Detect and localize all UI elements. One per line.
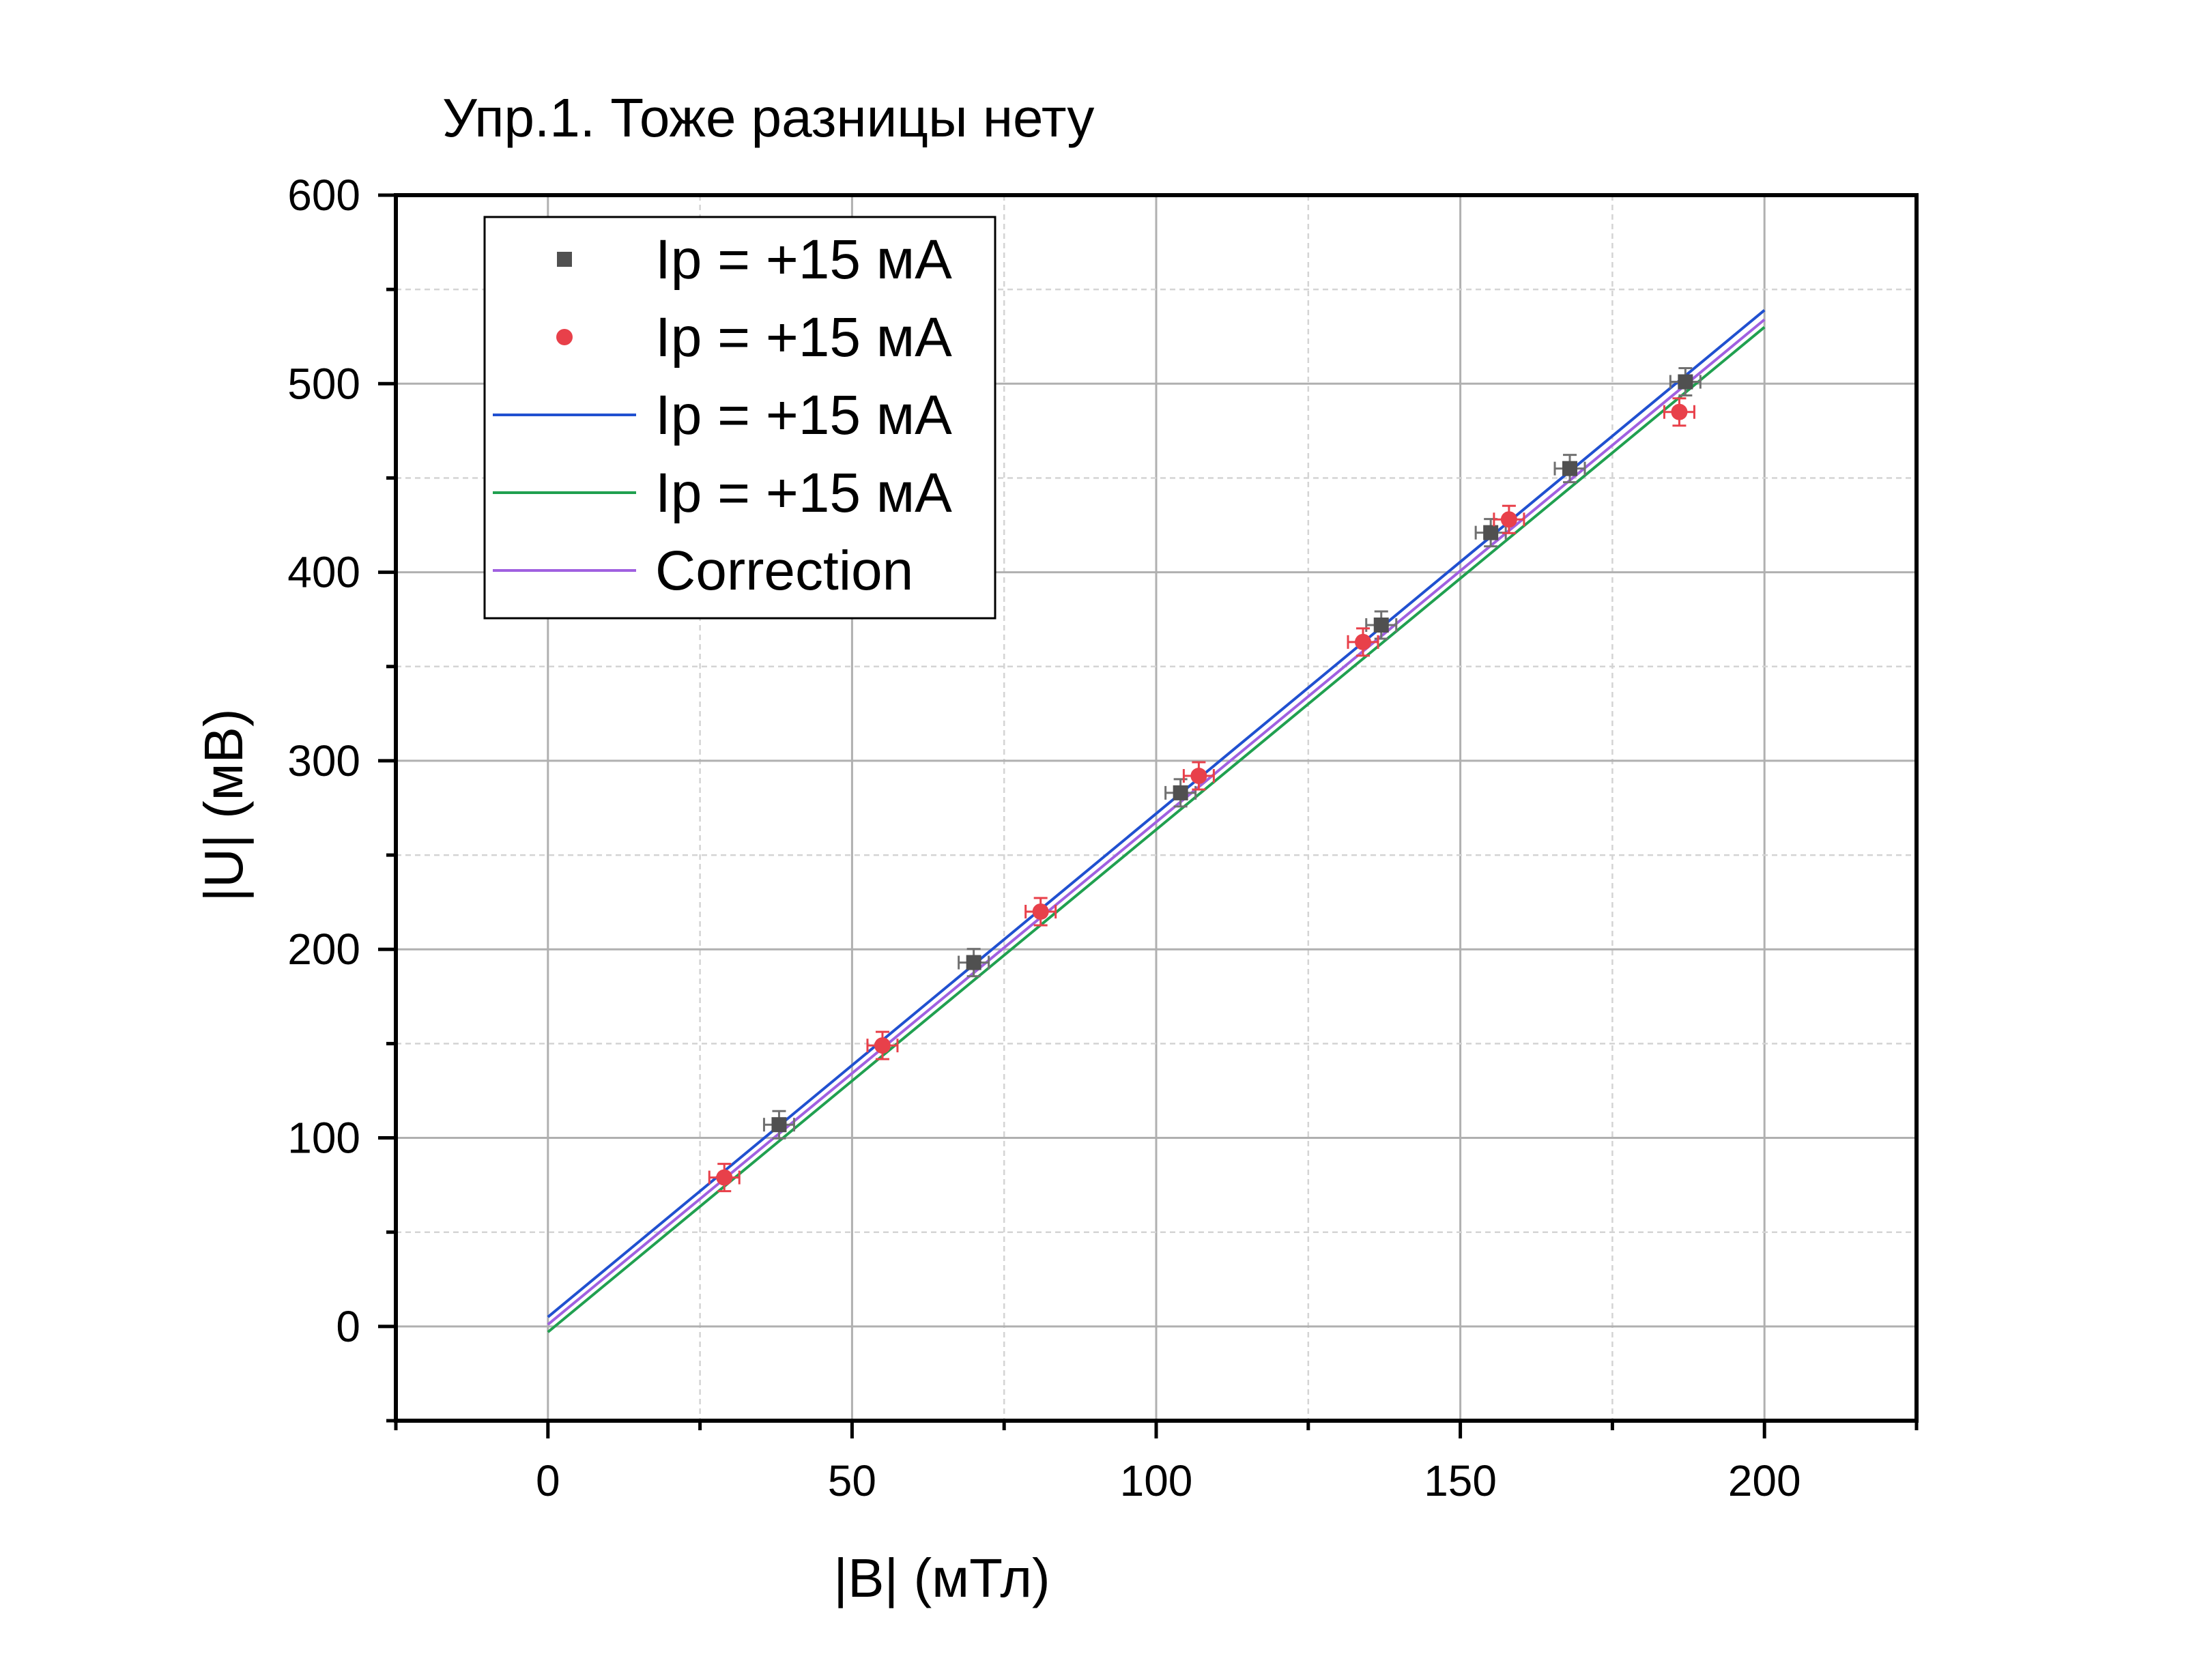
axes (378, 193, 1919, 1438)
y-tick-label: 200 (287, 925, 360, 974)
data-point (958, 948, 990, 978)
square-marker (1173, 785, 1188, 800)
legend-label: Ip = +15 мА (655, 384, 952, 446)
legend-box (483, 216, 996, 620)
legend-entry: Ip = +15 мА (557, 229, 952, 291)
data-point (1663, 397, 1695, 427)
x-axis-title: |B| (мТл) (833, 1548, 1050, 1608)
circle-marker (716, 1169, 733, 1186)
legend-entry: Ip = +15 мА (493, 384, 952, 446)
data-point (762, 1110, 795, 1140)
legend-label: Correction (655, 540, 913, 602)
fit-lines (547, 309, 1766, 1333)
legend-square-marker (557, 252, 572, 267)
circle-marker (1671, 403, 1688, 420)
tick-labels: 0 50 100 150 200 0 100 200 300 400 500 600 (287, 171, 1801, 1505)
data-point (1669, 367, 1702, 397)
legend-label: Ip = +15 мА (655, 229, 952, 291)
data-point (866, 1030, 899, 1060)
circle-marker (1032, 903, 1049, 920)
y-axis-title: |U| (мВ) (193, 708, 254, 901)
x-tick-label: 0 (536, 1456, 560, 1505)
y-tick-label: 600 (287, 171, 360, 220)
legend-entry: Correction (493, 540, 913, 602)
x-tick-label: 50 (828, 1456, 876, 1505)
legend: Ip = +15 мА Ip = +15 мА Ip = +15 мА Ip = +1… (483, 216, 996, 620)
legend-label: Ip = +15 мА (655, 462, 952, 524)
y-tick-label: 400 (287, 548, 360, 597)
series-line (547, 309, 1766, 1318)
square-marker (966, 955, 981, 970)
chart-title: Упр.1. Тоже разницы нету (442, 87, 1094, 148)
series-line (547, 318, 1766, 1326)
data-point (1182, 761, 1215, 791)
square-marker (1483, 525, 1499, 540)
square-marker (1678, 374, 1693, 390)
y-tick-label: 0 (336, 1302, 360, 1351)
x-tick-label: 100 (1120, 1456, 1193, 1505)
circle-marker (1190, 768, 1207, 785)
square-marker (771, 1117, 787, 1133)
x-tick-label: 150 (1424, 1456, 1497, 1505)
data-points (708, 367, 1702, 1193)
legend-entry: Ip = +15 мА (493, 462, 952, 524)
square-marker (1562, 461, 1578, 476)
circle-marker (1500, 511, 1517, 528)
data-point (708, 1163, 741, 1193)
data-point (1164, 778, 1197, 808)
circle-marker (1355, 633, 1372, 650)
data-point (1493, 504, 1525, 534)
x-tick-label: 200 (1728, 1456, 1801, 1505)
data-point (1347, 627, 1379, 657)
y-tick-label: 100 (287, 1114, 360, 1163)
legend-label: Ip = +15 мА (655, 306, 952, 368)
legend-entry: Ip = +15 мА (556, 306, 952, 368)
y-tick-label: 500 (287, 359, 360, 408)
legend-circle-marker (556, 329, 573, 345)
data-point (1553, 454, 1586, 484)
square-marker (1373, 617, 1389, 633)
y-tick-label: 300 (287, 736, 360, 785)
series-line (547, 325, 1766, 1333)
data-point (1474, 518, 1507, 548)
circle-marker (874, 1037, 891, 1054)
data-point (1024, 897, 1057, 927)
data-point (1365, 610, 1398, 640)
